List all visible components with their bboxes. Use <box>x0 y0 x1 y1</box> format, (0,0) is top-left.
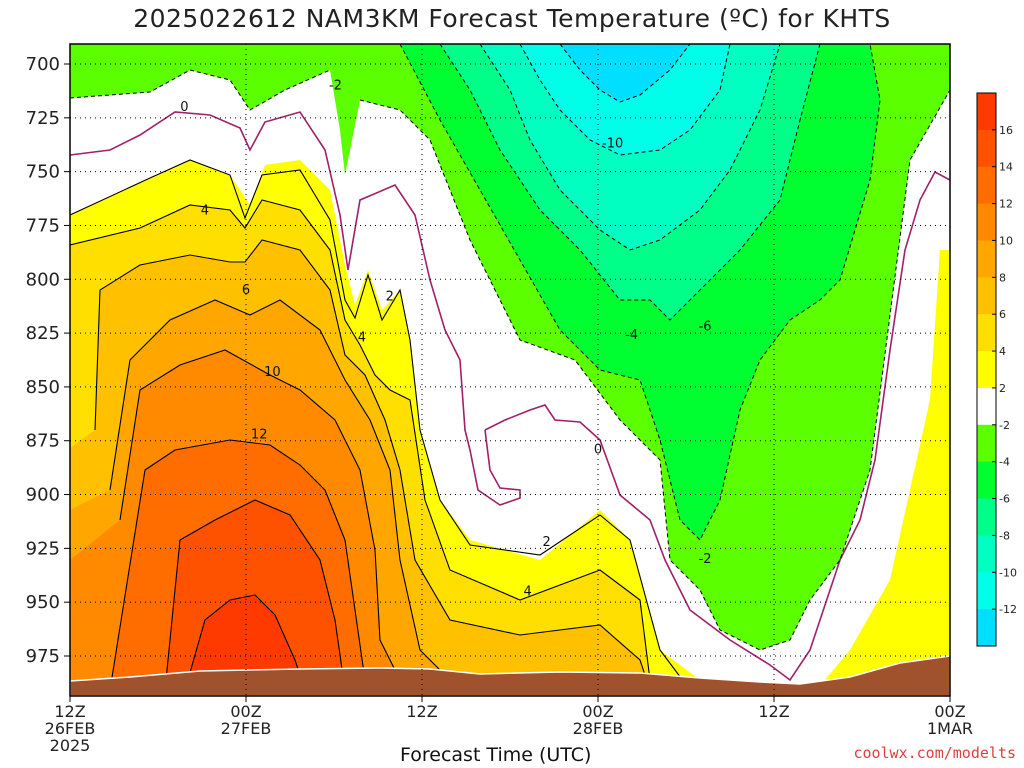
colorbar: 16 14 12 10 8 6 4 2 -2 -4 -6 -8 -10 -12 <box>976 92 1017 647</box>
contour-10c <box>119 349 396 671</box>
ground-terrain <box>70 655 950 696</box>
contour-label: -2 <box>699 552 712 567</box>
contour-6c <box>94 239 651 691</box>
contour-label: 4 <box>358 330 366 345</box>
contour-8c <box>109 299 451 681</box>
y-tick-label: 975 <box>26 646 60 667</box>
x-tick-label: 12Z <box>758 702 789 721</box>
colorbar-swatch <box>977 387 996 426</box>
grid-lines <box>70 63 950 657</box>
x-axis-label: Forecast Time (UTC) <box>400 744 592 766</box>
colorbar-label: 6 <box>999 308 1006 321</box>
contour-14c <box>164 499 346 691</box>
fill-orange-16 <box>185 595 305 690</box>
fill-cyan-14 <box>560 44 690 102</box>
x-tick-label: 00Z <box>230 702 261 721</box>
contour-2c <box>70 159 691 691</box>
colorbar-label: 10 <box>999 234 1013 247</box>
colorbar-label: -10 <box>999 566 1017 579</box>
colorbar-label: -4 <box>999 456 1010 469</box>
x-tick-label: 12Z <box>54 702 85 721</box>
colorbar-swatch <box>977 535 996 573</box>
contour-label: -10 <box>602 137 623 152</box>
y-tick-label: 950 <box>26 592 60 613</box>
contour-4c <box>70 199 651 681</box>
contour-16c <box>184 594 306 691</box>
contour-label: 10 <box>264 365 281 380</box>
colorbar-swatch <box>977 498 996 536</box>
colorbar-swatch <box>977 461 996 500</box>
contour-label: 0 <box>180 100 188 115</box>
y-tick-label: 775 <box>26 215 60 236</box>
colorbar-label: -12 <box>999 603 1017 616</box>
contour-0c-loop <box>469 429 521 506</box>
contour-neg10c <box>519 44 731 156</box>
contour-label: -4 <box>625 328 638 343</box>
y-tick-label: 875 <box>26 431 60 452</box>
contour-label: 12 <box>251 427 268 442</box>
colorbar-label: 16 <box>999 124 1013 137</box>
colorbar-swatch <box>977 351 996 389</box>
x-tick-label: 2025 <box>50 736 91 755</box>
x-tick-label: 1MAR <box>927 719 973 738</box>
contour-label: 2 <box>543 535 551 550</box>
colorbar-swatch <box>977 609 996 647</box>
x-tick-label: 28FEB <box>573 719 624 738</box>
colorbar-swatch <box>977 277 996 315</box>
colorbar-swatch <box>977 129 996 168</box>
colorbar-label: 8 <box>999 271 1006 284</box>
contour-label: 6 <box>242 283 250 298</box>
colorbar-label: 4 <box>999 345 1006 358</box>
y-axis-ticks: 700 725 750 775 800 825 850 875 900 925 950 975 <box>26 54 70 667</box>
contour-12c <box>109 439 366 691</box>
plot-area <box>70 44 950 696</box>
x-tick-label: 27FEB <box>221 719 272 738</box>
colorbar-label: -8 <box>999 529 1010 542</box>
colorbar-swatch <box>977 93 996 131</box>
colorbar-swatch <box>977 203 996 241</box>
y-tick-label: 800 <box>26 269 60 290</box>
x-tick-label: 26FEB <box>45 719 96 738</box>
colorbar-label: 12 <box>999 198 1013 211</box>
contour-neg2c <box>70 69 950 651</box>
credit-text: coolwx.com/modelts <box>853 744 1016 762</box>
colorbar-frame <box>976 92 997 647</box>
colorbar-swatch <box>977 572 996 610</box>
colorbar-swatch <box>977 424 996 463</box>
y-tick-label: 925 <box>26 538 60 559</box>
colorbar-label: -2 <box>999 419 1010 432</box>
x-tick-label: 00Z <box>582 702 613 721</box>
contour-label: 2 <box>386 289 394 304</box>
x-tick-label: 00Z <box>934 702 965 721</box>
contour-neg4c <box>399 44 881 541</box>
contour-label: -6 <box>699 320 712 335</box>
contour-label: -2 <box>329 79 342 94</box>
y-tick-label: 825 <box>26 323 60 344</box>
colorbar-label: 2 <box>999 382 1006 395</box>
y-tick-label: 725 <box>26 108 60 129</box>
colorbar-swatch <box>977 166 996 205</box>
colorbar-label: -6 <box>999 493 1010 506</box>
x-tick-label: 12Z <box>406 702 437 721</box>
y-tick-label: 750 <box>26 162 60 183</box>
y-tick-label: 900 <box>26 485 60 506</box>
plot-frame <box>69 43 951 697</box>
contour-label: 4 <box>523 584 531 599</box>
contour-neg8c <box>479 44 781 251</box>
colorbar-label: 14 <box>999 161 1013 174</box>
chart-title: 2025022612 NAM3KM Forecast Temperature (… <box>133 4 891 33</box>
y-tick-label: 850 <box>26 377 60 398</box>
colorbar-swatch <box>977 314 996 352</box>
colorbar-swatch <box>977 240 996 278</box>
y-tick-label: 700 <box>26 54 60 75</box>
contour-neg6c <box>439 44 821 321</box>
contour-0c <box>70 111 950 682</box>
contour-neg12c <box>559 44 691 103</box>
contour-label: 4 <box>201 203 209 218</box>
